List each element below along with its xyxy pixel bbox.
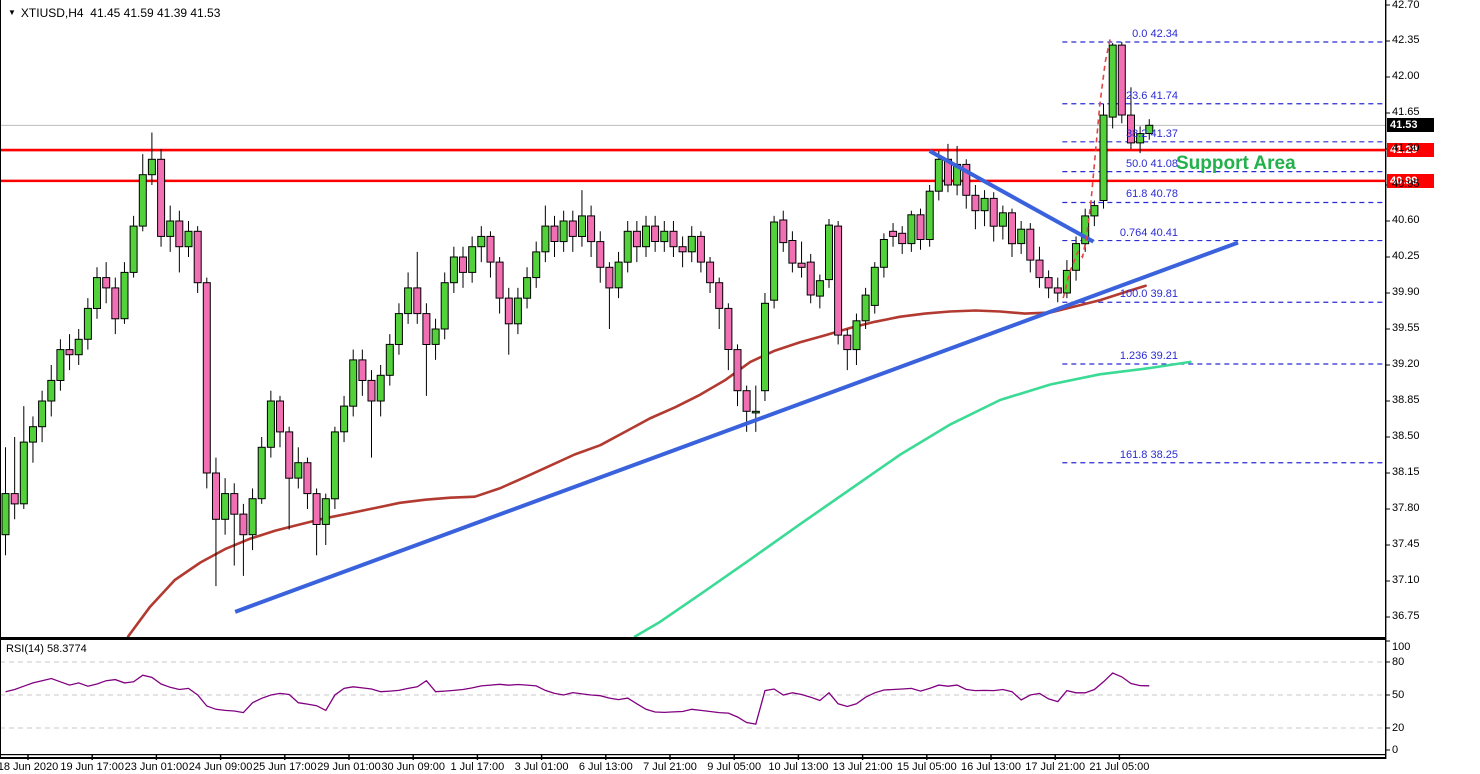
pane-borders xyxy=(0,0,1390,760)
fib-level-label: 61.8 40.78 xyxy=(1126,188,1178,201)
rsi-line xyxy=(5,672,1150,725)
fib-level-label: 50.0 41.08 xyxy=(1126,157,1178,170)
impulse-arrow[interactable] xyxy=(1062,35,1112,299)
fib-level-label: 38.2 41.37 xyxy=(1126,127,1178,140)
rsi-scale-label: 100 xyxy=(1392,641,1411,653)
time-axis-label: 7 Jul 21:00 xyxy=(643,761,697,773)
symbol-name: XTIUSD,H4 xyxy=(20,6,84,20)
rsi-scale-label: 50 xyxy=(1392,689,1405,701)
trendline-ascending[interactable] xyxy=(234,240,1239,614)
rsi-scale-label: 0 xyxy=(1392,744,1399,756)
time-axis-label: 13 Jul 21:00 xyxy=(832,761,893,773)
price-tick-label: 37.80 xyxy=(1392,502,1420,515)
price-tick-label: 36.75 xyxy=(1392,610,1420,623)
time-axis-label: 9 Jul 05:00 xyxy=(707,761,762,773)
price-tick-label: 39.55 xyxy=(1392,322,1420,335)
price-tick-label: 42.00 xyxy=(1392,70,1420,83)
rsi-indicator-label: RSI(14) 58.3774 xyxy=(6,643,87,655)
ma-slow-line xyxy=(126,284,1147,638)
fib-level-label: 0.764 40.41 xyxy=(1119,226,1178,239)
time-axis-label: 23 Jun 01:00 xyxy=(124,761,189,773)
time-axis-label: 1 Jul 17:00 xyxy=(450,761,505,773)
rsi-scale-label: 80 xyxy=(1392,656,1405,668)
price-tick-label: 42.35 xyxy=(1392,34,1420,47)
time-axis-label: 10 Jul 13:00 xyxy=(768,761,829,773)
price-tick-label: 38.85 xyxy=(1392,394,1420,407)
support-area-label: Support Area xyxy=(1176,153,1296,175)
time-axis-label: 18 Jun 2020 xyxy=(0,761,59,773)
price-tick-label: 40.25 xyxy=(1392,250,1420,263)
time-axis-label: 30 Jun 09:00 xyxy=(381,761,445,773)
price-tick-label: 41.30 xyxy=(1392,142,1420,155)
current-price-badge: 41.53 xyxy=(1387,118,1434,133)
price-tick-label: 40.95 xyxy=(1392,178,1420,191)
fib-level-label: 161.8 38.25 xyxy=(1119,448,1178,461)
price-tick-label: 39.20 xyxy=(1392,358,1420,371)
resistance-price-badge-lower: 40.99 xyxy=(1387,173,1434,188)
symbol-ohlc-values: 41.45 41.59 41.39 41.53 xyxy=(90,6,221,20)
time-axis-label: 24 Jun 09:00 xyxy=(188,761,253,773)
price-tick-label: 38.15 xyxy=(1392,466,1420,479)
trendline-descending[interactable] xyxy=(928,149,1095,244)
price-tick-label: 37.10 xyxy=(1392,574,1420,587)
time-axis-label: 16 Jul 13:00 xyxy=(961,761,1021,773)
price-tick-label: 37.45 xyxy=(1392,538,1420,551)
price-tick-label: 39.90 xyxy=(1392,286,1420,299)
fib-level-label: 23.6 41.74 xyxy=(1126,89,1178,102)
time-axis-label: 19 Jun 17:00 xyxy=(60,761,124,773)
symbol-marker-icon: ▼ xyxy=(8,8,16,17)
ma-fast-line xyxy=(633,360,1192,638)
price-tick-label: 41.65 xyxy=(1392,106,1420,119)
resistance-price-badge-upper: 41.29 xyxy=(1387,143,1434,158)
fib-level-label: 100.0 39.81 xyxy=(1119,288,1178,301)
price-tick-label: 42.70 xyxy=(1392,0,1420,11)
rsi-scale-label: 20 xyxy=(1392,722,1405,734)
time-axis-label: 25 Jun 17:00 xyxy=(252,761,317,773)
fib-level-label: 0.0 42.34 xyxy=(1132,28,1178,41)
fib-level-label: 1.236 39.21 xyxy=(1119,349,1178,362)
price-tick-label: 38.50 xyxy=(1392,430,1420,443)
candles xyxy=(1,42,1154,587)
price-tick-label: 40.60 xyxy=(1392,214,1420,227)
time-axis-label: 3 Jul 01:00 xyxy=(514,761,569,773)
time-axis-label: 21 Jul 05:00 xyxy=(1089,761,1150,773)
time-axis-label: 29 Jun 01:00 xyxy=(317,761,381,773)
symbol-info: ▼ XTIUSD,H4 41.45 41.59 41.39 41.53 xyxy=(8,6,220,20)
time-axis-label: 17 Jul 21:00 xyxy=(1025,761,1086,773)
time-axis-label: 15 Jul 05:00 xyxy=(896,761,957,773)
time-axis-label: 6 Jul 13:00 xyxy=(578,761,633,773)
